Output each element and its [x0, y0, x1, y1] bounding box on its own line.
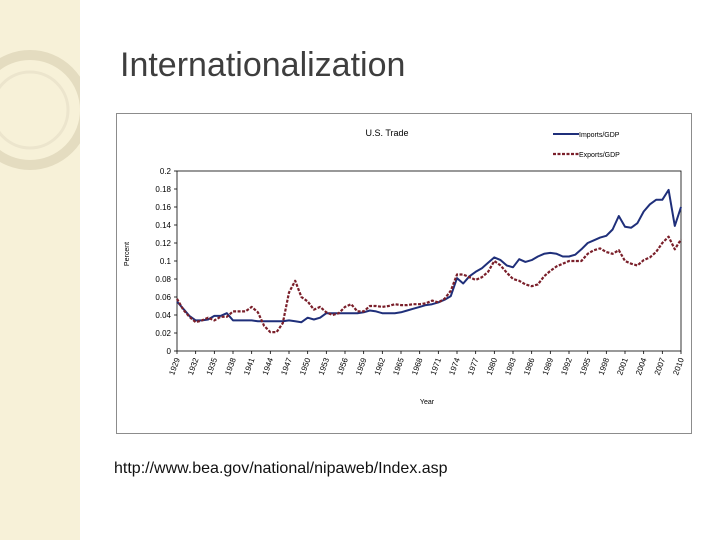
x-tick-label: 2001 [615, 356, 630, 376]
x-tick-label: 1965 [391, 356, 406, 376]
x-tick-label: 1932 [186, 356, 201, 376]
slide-title: Internationalization [120, 46, 406, 84]
series-line-exports [176, 235, 682, 334]
chart-svg: U.S. Trade Imports/GDP Exports/GDP Percen… [124, 128, 686, 406]
x-tick-label: 1995 [578, 356, 593, 376]
x-tick-label: 1947 [279, 356, 294, 376]
y-tick-label: 0.12 [155, 239, 171, 248]
decorative-left-strip [0, 0, 80, 540]
x-tick-label: 1989 [541, 356, 556, 376]
x-tick-label: 1953 [317, 356, 332, 376]
source-link[interactable]: http://www.bea.gov/national/nipaweb/Inde… [114, 460, 448, 477]
y-tick-label: 0.02 [155, 329, 171, 338]
x-tick-label: 1974 [447, 356, 462, 376]
y-tick-label: 0.1 [160, 257, 172, 266]
y-axis-label: Percent [124, 242, 131, 266]
x-tick-label: 1968 [410, 356, 425, 376]
x-tick-label: 1938 [223, 356, 238, 376]
chart-frame: U.S. Trade Imports/GDP Exports/GDP Percen… [116, 113, 692, 434]
x-axis-label: Year [420, 399, 435, 406]
y-tick-label: 0 [167, 347, 172, 356]
x-tick-label: 1935 [205, 356, 220, 376]
legend-label-exports: Exports/GDP [579, 152, 620, 159]
y-tick-label: 0.18 [155, 185, 171, 194]
x-tick-label: 1944 [261, 356, 276, 376]
chart-title: U.S. Trade [365, 128, 408, 138]
x-tick-label: 1929 [167, 356, 182, 376]
plot-area: 0.20.180.160.140.120.10.080.060.040.0201… [155, 167, 686, 376]
decorative-rings [0, 50, 80, 170]
x-tick-label: 2004 [634, 356, 649, 376]
y-tick-label: 0.08 [155, 275, 171, 284]
plot-box [176, 170, 682, 352]
x-tick-label: 1959 [354, 356, 369, 376]
x-tick-label: 1956 [335, 356, 350, 376]
x-tick-label: 2010 [671, 356, 686, 376]
x-tick-label: 1962 [373, 356, 388, 376]
ring-inner [0, 70, 70, 150]
x-tick-label: 1980 [485, 356, 500, 376]
x-tick-label: 1941 [242, 356, 257, 376]
x-tick-label: 1950 [298, 356, 313, 376]
x-tick-label: 1977 [466, 356, 481, 376]
x-tick-label: 1986 [522, 356, 537, 376]
y-tick-label: 0.04 [155, 311, 171, 320]
y-tick-label: 0.16 [155, 203, 171, 212]
legend-label-imports: Imports/GDP [579, 132, 620, 139]
chart-legend: Imports/GDP Exports/GDP [553, 132, 620, 159]
x-tick-label: 1971 [429, 356, 444, 376]
x-tick-label: 1983 [503, 356, 518, 376]
y-tick-label: 0.06 [155, 293, 171, 302]
x-tick-label: 1998 [597, 356, 612, 376]
ring-outer [0, 50, 80, 170]
y-tick-label: 0.14 [155, 221, 171, 230]
x-tick-label: 1992 [559, 356, 574, 376]
y-tick-label: 0.2 [160, 167, 172, 176]
x-tick-label: 2007 [653, 356, 668, 376]
